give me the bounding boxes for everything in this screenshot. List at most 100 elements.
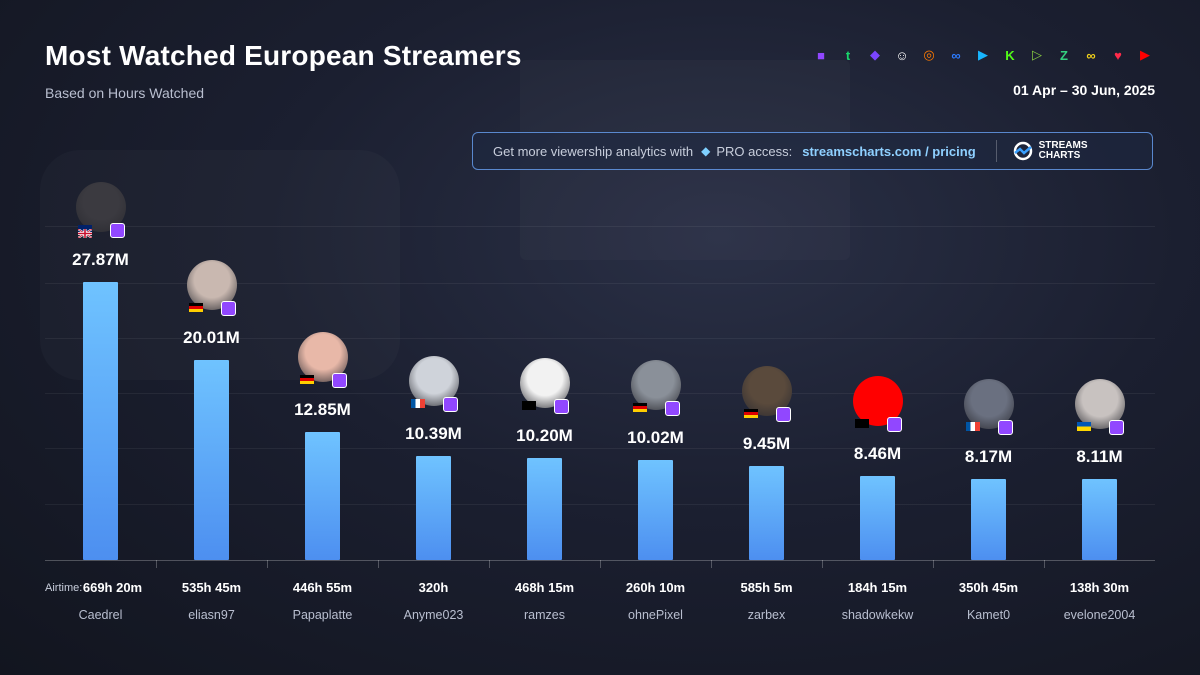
z-icon: Z [1060, 47, 1068, 63]
x-axis-tick [1044, 560, 1045, 568]
streamer-avatar-ohnepixel[interactable] [630, 360, 681, 417]
bar-papaplatte[interactable] [305, 431, 340, 560]
value-label: 12.85M [294, 399, 351, 419]
airtime-value: 350h 45m [958, 580, 1019, 595]
streamer-name[interactable]: ramzes [524, 608, 565, 622]
promo-pro-label: PRO access: [716, 143, 793, 159]
logo-wordmark: STREAMS CHARTS [1039, 141, 1088, 161]
bar-kamet0[interactable] [971, 478, 1006, 560]
gridline [45, 338, 1155, 339]
streamer-name[interactable]: evelone2004 [1063, 608, 1136, 622]
x-axis-tick [711, 560, 712, 568]
x-axis-tick [933, 560, 934, 568]
pro-promo-banner[interactable]: Get more viewership analytics with ◆ PRO… [472, 132, 1153, 170]
ghost-icon: ☺ [895, 47, 909, 63]
platform-icons: ■ t ◆ ☺ ◎ ∞ ▶ K ▷ Z ∞ ♥ ▶ [810, 44, 1156, 66]
flag-de-icon [632, 403, 647, 413]
twitch-badge-icon [886, 416, 902, 432]
streamer-name[interactable]: shadowkekw [841, 608, 914, 622]
flag-de-icon [188, 303, 203, 313]
twitch-badge-icon [1108, 420, 1124, 436]
streamer-avatar-papaplatte[interactable] [297, 331, 348, 388]
flag-fr-icon [410, 399, 425, 409]
twitch-badge-icon [664, 401, 680, 417]
bar-eliasn97[interactable] [194, 360, 229, 560]
bar-ramzes[interactable] [527, 458, 562, 560]
streamer-avatar-kamet0[interactable] [963, 378, 1014, 435]
bar-zarbex[interactable] [749, 465, 784, 560]
pricing-link[interactable]: streamscharts.com / pricing [802, 143, 976, 159]
streamer-avatar-anyme023[interactable] [408, 356, 459, 413]
flag-de-icon [299, 374, 314, 384]
camera-icon: ▶ [978, 47, 988, 62]
heart-icon: ♥ [1114, 47, 1122, 63]
streamer-name[interactable]: Papaplatte [292, 608, 353, 622]
streamer-name[interactable]: Anyme023 [403, 608, 464, 622]
bar-caedrel[interactable] [83, 282, 118, 560]
loop-icon: ∞ [1086, 47, 1096, 63]
airtime-value: 320h [418, 580, 449, 595]
trovo-icon: t [845, 47, 851, 63]
bar-anyme023[interactable] [416, 456, 451, 560]
streamer-avatar-eliasn97[interactable] [186, 260, 237, 317]
streamer-avatar-zarbex[interactable] [741, 365, 792, 422]
streams-charts-logo-icon [1013, 141, 1032, 161]
twitch-badge-icon [997, 419, 1013, 435]
streamer-avatar-ramzes[interactable] [519, 358, 570, 415]
streamer-name[interactable]: Caedrel [78, 608, 123, 622]
value-label: 9.45M [742, 433, 791, 453]
bar-evelone2004[interactable] [1082, 479, 1117, 560]
airtime-value: 585h 5m [740, 580, 793, 595]
airtime-value: 535h 45m [181, 580, 242, 595]
x-axis-line [45, 560, 1155, 561]
twitch-badge-icon [553, 399, 569, 415]
streamer-avatar-caedrel[interactable] [75, 182, 126, 239]
flag-gb-icon [76, 225, 93, 239]
value-label: 8.17M [964, 446, 1013, 466]
flag-icon [521, 401, 536, 411]
value-label: 10.39M [405, 424, 462, 444]
promo-text: Get more viewership analytics with [493, 143, 694, 159]
gridline [45, 448, 1155, 449]
x-axis-tick [378, 560, 379, 568]
flag-ua-icon [1076, 422, 1091, 432]
twitch-badge-icon [220, 301, 236, 317]
flag-de-icon [743, 408, 758, 418]
x-axis-tick [822, 560, 823, 568]
x-axis-tick [267, 560, 268, 568]
streamer-name[interactable]: ohnePixel [628, 608, 683, 622]
flag-fr-icon [965, 421, 980, 431]
airtime-value: 184h 15m [847, 580, 908, 595]
gridline [45, 504, 1155, 505]
value-label: 27.87M [72, 250, 129, 269]
date-range: 01 Apr – 30 Jun, 2025 [1013, 82, 1155, 98]
gridline [45, 283, 1155, 284]
gridline [45, 226, 1155, 227]
infinity-icon: ∞ [951, 47, 961, 63]
x-axis-tick [600, 560, 601, 568]
airtime-value: 138h 30m [1069, 580, 1130, 595]
bigo-icon: ◎ [923, 47, 935, 62]
streamer-avatar-evelone2004[interactable] [1074, 379, 1125, 436]
chart-title: Most Watched European Streamers [45, 40, 522, 71]
streamer-avatar-shadowkekw[interactable] [852, 375, 903, 432]
value-label: 20.01M [183, 328, 240, 348]
twitch-badge-icon [775, 406, 791, 422]
chart-subtitle: Based on Hours Watched [45, 85, 205, 101]
gridline [45, 393, 1155, 394]
kick-purple-icon: ◆ [870, 47, 880, 62]
bar-ohnepixel[interactable] [638, 460, 673, 560]
value-label: 8.46M [853, 443, 902, 463]
twitch-icon: ■ [817, 47, 825, 63]
value-label: 10.20M [516, 426, 573, 446]
airtime-value: 468h 15m [514, 580, 575, 595]
twitch-badge-icon [109, 223, 125, 238]
youtube-icon: ▶ [1140, 47, 1150, 62]
flag-icon [854, 418, 869, 428]
streamer-name[interactable]: eliasn97 [188, 608, 235, 622]
streams-charts-logo[interactable]: STREAMS CHARTS [1013, 141, 1088, 161]
streamer-name[interactable]: zarbex [747, 608, 786, 622]
bar-shadowkekw[interactable] [860, 475, 895, 560]
airtime-value: 260h 10m [625, 580, 686, 595]
streamer-name[interactable]: Kamet0 [966, 608, 1011, 622]
